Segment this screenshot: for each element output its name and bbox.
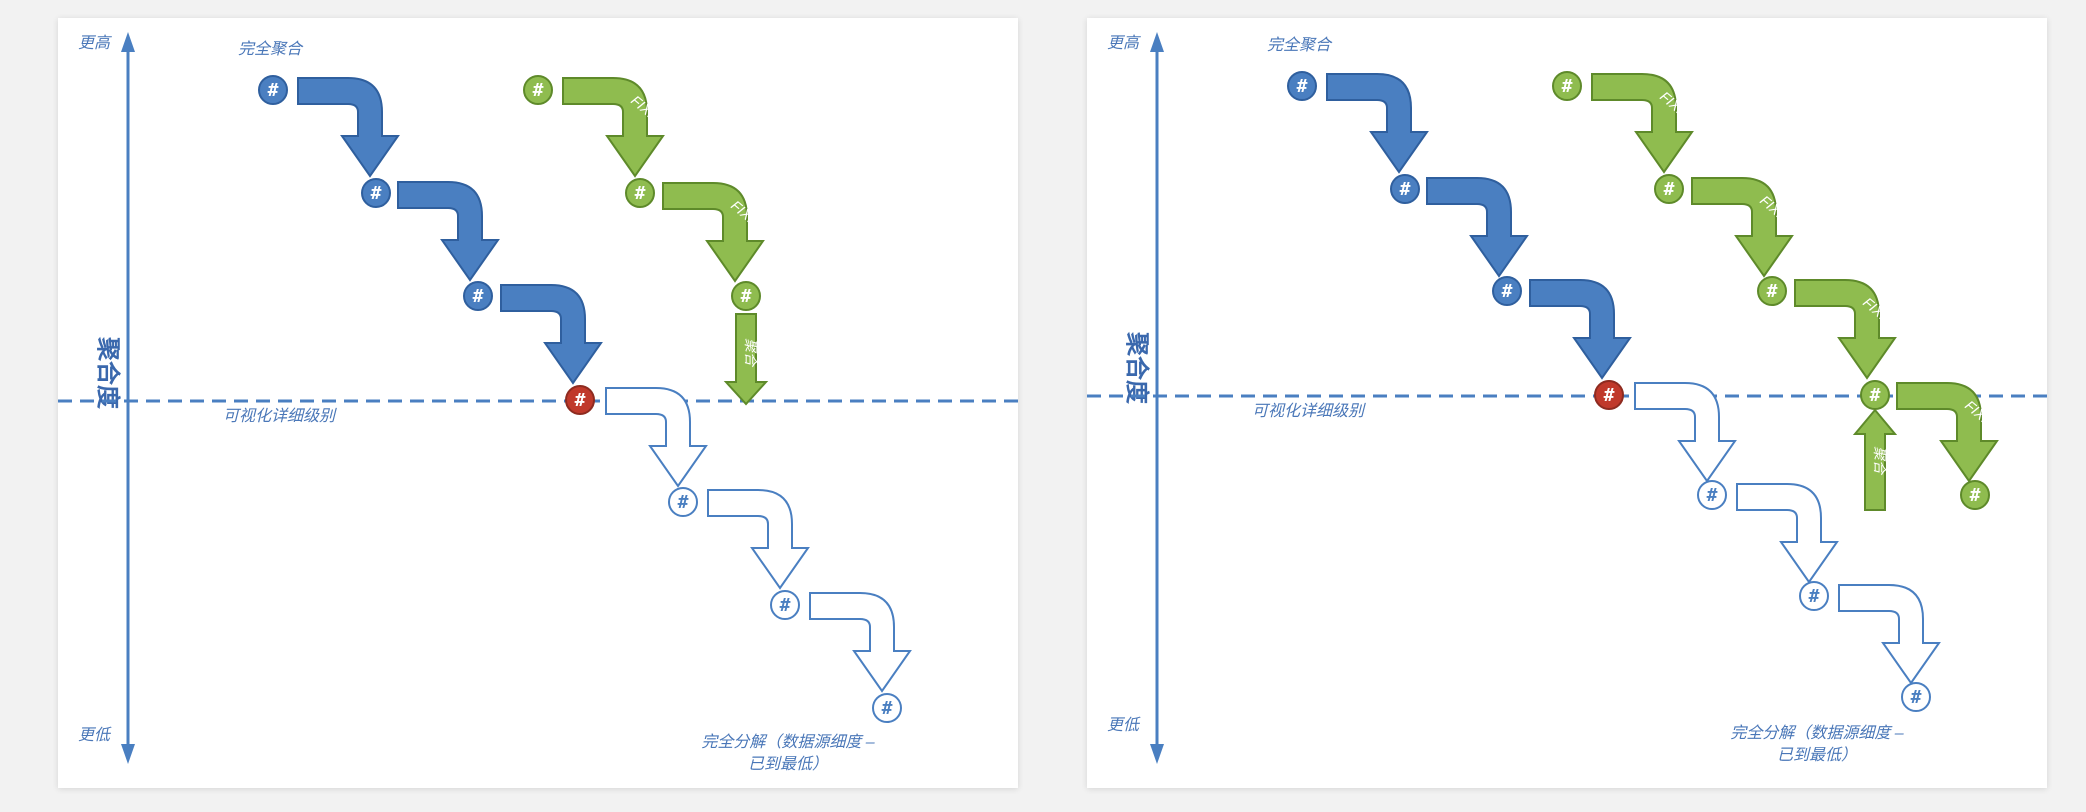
node-green-1: # (523, 75, 553, 105)
node-blue-2: # (361, 178, 391, 208)
node-green-2: # (1654, 174, 1684, 204)
blue-step-arrow-3 (500, 284, 602, 384)
svg-text:#: # (1707, 485, 1718, 506)
lod-diagram-left: 更高 更低 聚合度 可视化详细级别 完全聚合 完全分解（数据源细度 – 已到最低… (58, 32, 1018, 773)
svg-text:#: # (1297, 76, 1308, 97)
svg-text:聚合度: 聚合度 (1123, 331, 1151, 405)
blue-step-arrow-1 (297, 77, 399, 177)
diagram-panel-right: 更高 更低 聚合度 可视化详细级别 完全聚合 完全分解（数据源细度 – 已到最低… (1087, 18, 2047, 788)
svg-text:#: # (780, 595, 791, 616)
lod-diagram-right: 更高 更低 聚合度 可视化详细级别 完全聚合 完全分解（数据源细度 – 已到最低… (1087, 32, 2047, 764)
svg-text:#: # (1911, 687, 1922, 708)
node-red-viz-lod: # (565, 385, 595, 415)
node-blue-1: # (258, 75, 288, 105)
axis-title: 聚合度 (1123, 331, 1151, 405)
green-down-arrow-label: 聚合 (743, 338, 759, 368)
diagram-panel-left: 更高 更低 聚合度 可视化详细级别 完全聚合 完全分解（数据源细度 – 已到最低… (58, 18, 1018, 788)
full-aggregation-label: 完全聚合 (1267, 36, 1333, 54)
axis-title: 聚合度 (94, 336, 122, 410)
node-blue-3: # (1492, 276, 1522, 306)
green-fixed-arrow-2 (662, 182, 764, 282)
blue-step-arrow-1 (1326, 73, 1428, 173)
node-green-3: # (1757, 276, 1787, 306)
svg-text:#: # (1809, 586, 1820, 607)
node-outline-1: # (668, 487, 698, 517)
svg-text:#: # (533, 80, 544, 101)
full-disaggregation-label-line2: 已到最低） (748, 755, 828, 773)
axis-bottom-label: 更低 (1107, 716, 1141, 734)
svg-text:#: # (268, 80, 279, 101)
green-fixed-arrow-4 (1896, 382, 1998, 482)
axis-arrow-up-icon (1150, 32, 1164, 52)
full-disaggregation-label-line1: 完全分解（数据源细度 – (1730, 724, 1903, 742)
outline-step-arrow-2 (707, 489, 809, 589)
axis-bottom-label: 更低 (78, 726, 112, 744)
svg-text:#: # (882, 698, 893, 719)
svg-text:#: # (1604, 385, 1615, 406)
green-up-arrow-label: 聚合 (1872, 446, 1888, 476)
node-green-5: # (1960, 480, 1990, 510)
axis-arrow-down-icon (121, 744, 135, 764)
svg-text:#: # (1400, 179, 1411, 200)
node-outline-3: # (1901, 682, 1931, 712)
outline-step-arrow-3 (1838, 584, 1940, 684)
svg-text:#: # (1970, 485, 1981, 506)
svg-text:#: # (1502, 281, 1513, 302)
full-disaggregation-label-line1: 完全分解（数据源细度 – (701, 733, 874, 751)
svg-text:#: # (1870, 385, 1881, 406)
node-outline-2: # (770, 590, 800, 620)
node-green-4-viz-lod: # (1860, 380, 1890, 410)
node-outline-1: # (1697, 480, 1727, 510)
green-fixed-arrow-1 (562, 77, 664, 177)
svg-text:#: # (575, 390, 586, 411)
blue-step-arrow-3 (1529, 279, 1631, 379)
blue-step-arrow-2 (1426, 177, 1528, 277)
node-red-viz-lod: # (1594, 380, 1624, 410)
svg-text:#: # (678, 492, 689, 513)
green-fixed-arrow-3 (1794, 279, 1896, 379)
green-fixed-arrow-1 (1591, 73, 1693, 173)
node-blue-2: # (1390, 174, 1420, 204)
outline-step-arrow-1 (605, 387, 707, 487)
svg-text:#: # (1562, 76, 1573, 97)
blue-step-arrow-2 (397, 181, 499, 281)
node-outline-2: # (1799, 581, 1829, 611)
node-green-3: # (731, 281, 761, 311)
full-disaggregation-label-line2: 已到最低） (1777, 746, 1857, 764)
node-blue-3: # (463, 281, 493, 311)
svg-text:聚合度: 聚合度 (94, 336, 122, 410)
svg-text:#: # (1664, 179, 1675, 200)
viz-lod-label: 可视化详细级别 (223, 407, 337, 425)
axis-arrow-down-icon (1150, 744, 1164, 764)
outline-step-arrow-3 (809, 592, 911, 692)
svg-text:#: # (473, 286, 484, 307)
svg-text:#: # (741, 286, 752, 307)
node-outline-3: # (872, 693, 902, 723)
svg-text:#: # (1767, 281, 1778, 302)
viz-lod-label: 可视化详细级别 (1252, 402, 1366, 420)
green-fixed-arrow-2 (1691, 177, 1793, 277)
axis-top-label: 更高 (1107, 34, 1141, 52)
svg-text:#: # (635, 183, 646, 204)
axis-arrow-up-icon (121, 32, 135, 52)
axis-top-label: 更高 (78, 34, 112, 52)
svg-text:#: # (371, 183, 382, 204)
full-aggregation-label: 完全聚合 (238, 40, 304, 58)
node-green-2: # (625, 178, 655, 208)
outline-step-arrow-2 (1736, 483, 1838, 583)
node-blue-1: # (1287, 71, 1317, 101)
node-green-1: # (1552, 71, 1582, 101)
outline-step-arrow-1 (1634, 382, 1736, 482)
